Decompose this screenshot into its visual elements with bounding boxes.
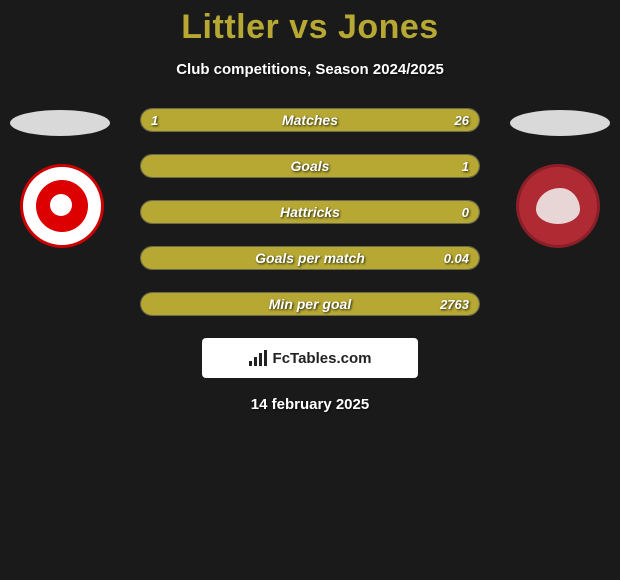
stat-label: Goals per match [141, 247, 479, 269]
stat-row: Matches1 26 [140, 108, 480, 132]
player-oval-right [510, 110, 610, 136]
site-badge[interactable]: FcTables.com [202, 338, 418, 378]
stat-value-right: 0 [462, 201, 469, 223]
stat-value-left: 1 [151, 109, 158, 131]
comparison-date: 14 february 2025 [0, 396, 620, 413]
player-oval-left [10, 110, 110, 136]
stat-bars: Matches126Goals1Hattricks0Goals per matc… [140, 108, 480, 316]
stat-row: Goals per match0.04 [140, 246, 480, 270]
crest-left-inner [36, 180, 88, 232]
bar-chart-icon [249, 350, 267, 366]
site-name: FcTables.com [273, 350, 372, 367]
stat-row: Hattricks0 [140, 200, 480, 224]
stat-value-right: 26 [455, 109, 469, 131]
comparison-content: Matches126Goals1Hattricks0Goals per matc… [0, 108, 620, 413]
stat-row: Goals1 [140, 154, 480, 178]
club-crest-left [20, 164, 104, 248]
stat-label: Hattricks [141, 201, 479, 223]
stat-label: Goals [141, 155, 479, 177]
stat-value-right: 2763 [440, 293, 469, 315]
comparison-subtitle: Club competitions, Season 2024/2025 [0, 61, 620, 78]
stat-label: Min per goal [141, 293, 479, 315]
stat-value-right: 1 [462, 155, 469, 177]
club-crest-right [516, 164, 600, 248]
stat-value-right: 0.04 [444, 247, 469, 269]
stat-row: Min per goal2763 [140, 292, 480, 316]
crest-right-shrimp [536, 188, 580, 224]
comparison-title: Littler vs Jones [0, 0, 620, 47]
stat-label: Matches [141, 109, 479, 131]
